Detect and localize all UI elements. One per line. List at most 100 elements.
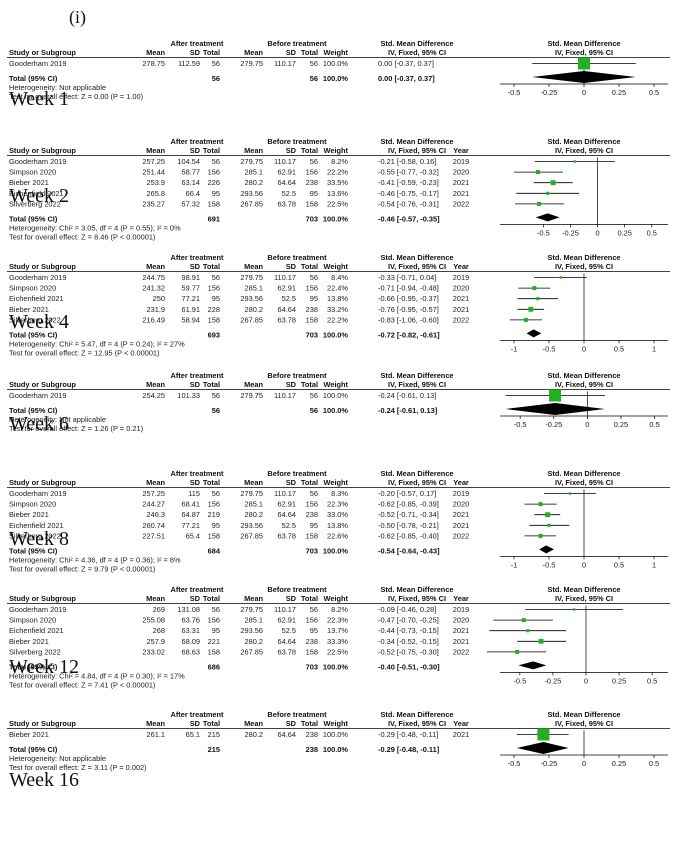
total-after: 156 [208,284,220,293]
mean-after: 257.25 [142,489,165,498]
sd-after: 63.31 [182,626,201,635]
total-before: 158 [306,647,318,656]
mean-before: 285.1 [245,168,264,177]
header-method-plot: IV, Fixed, 95% CI [555,478,613,487]
sd-after: 65.1 [186,730,200,739]
sd-before: 62.91 [278,616,297,625]
total-after: 158 [208,647,220,656]
x-tick-label: 0.25 [612,676,626,685]
sd-before: 110.17 [274,391,296,400]
x-tick-label: 1 [652,344,656,353]
panel-label: (i) [69,7,86,27]
header-total: Total [301,48,318,57]
x-tick-label: 0 [582,759,586,768]
sd-after: 58.77 [182,168,201,177]
study-square [535,170,540,175]
sd-before: 110.17 [274,489,296,498]
study-name: Silverberg 2022 [9,647,61,656]
header-sd: SD [190,48,201,57]
sd-before: 62.91 [278,284,297,293]
sd-after: 66.4 [186,189,200,198]
total-after: 56 [212,273,220,282]
x-tick-label: -0.25 [562,228,579,237]
forest-svg: After treatment Before treatment Std. Mean… [7,371,670,433]
x-tick-label: -0.25 [544,676,561,685]
header-year: Year [453,262,469,271]
total-weight: 100.0% [323,745,348,754]
study-year: 2019 [453,489,469,498]
header-sd: SD [286,262,297,271]
total-label: Total (95% CI) [9,406,58,415]
total-ci-text: 0.00 [-0.37, 0.37] [378,74,435,83]
x-tick-label: -0.25 [541,88,558,97]
total-before: 95 [310,294,318,303]
x-tick-label: 0.5 [614,560,624,569]
sd-before: 52.5 [282,189,296,198]
sd-before: 110.17 [274,273,296,282]
study-name: Gooderham 2019 [9,59,67,68]
heterogeneity: Heterogeneity: Chi² = 4.84, df = 4 (P = … [9,671,185,680]
header-mean: Mean [244,478,263,487]
heterogeneity: Heterogeneity: Chi² = 3.05, df = 4 (P = … [9,223,181,232]
header-total: Total [301,594,318,603]
total-label: Total (95% CI) [9,662,58,671]
study-name: Gooderham 2019 [9,391,67,400]
x-tick-label: -0.5 [537,228,550,237]
mean-before: 293.56 [240,521,263,530]
study-year: 2021 [453,626,469,635]
header-mean: Mean [244,262,263,271]
total-before: 238 [306,745,318,754]
sd-before: 52.5 [282,294,296,303]
ci-text: -0.46 [-0.75, -0.17] [378,189,439,198]
header-mean: Mean [244,719,263,728]
x-tick-label: 1 [652,560,656,569]
total-weight: 100.0% [323,330,348,339]
header-mean: Mean [244,48,263,57]
total-after: 215 [208,730,220,739]
heterogeneity: Heterogeneity: Chi² = 4.36, df = 4 (P = … [9,555,181,564]
x-tick-label: 0.25 [612,759,626,768]
total-after: 95 [212,189,220,198]
total-after: 56 [212,605,220,614]
total-weight: 100.0% [323,662,348,671]
x-tick-label: -0.5 [543,344,556,353]
study-square [538,638,544,644]
total-before: 703 [306,214,318,223]
mean-after: 231.9 [147,305,166,314]
heterogeneity: Heterogeneity: Not applicable [9,754,106,763]
study-square [549,389,562,402]
header-smd-plot: Std. Mean Difference [547,137,620,146]
header-mean: Mean [146,262,165,271]
study-year: 2020 [453,500,469,509]
header-smd-plot: Std. Mean Difference [547,710,620,719]
overall-effect: Test for overall effect: Z = 8.46 (P < 0… [9,232,155,241]
total-after: 226 [208,178,220,187]
overall-effect: Test for overall effect: Z = 9.79 (P < 0… [9,564,155,573]
study-name: Simpson 2020 [9,616,56,625]
header-study: Study or Subgroup [9,146,76,155]
total-label: Total (95% CI) [9,546,58,555]
mean-before: 267.85 [240,531,263,540]
forest-svg: After treatment Before treatment Std. Mean… [7,39,670,101]
weight: 33.0% [327,510,348,519]
weight: 13.8% [327,521,348,530]
total-ci-text: -0.40 [-0.51, -0.30] [378,662,440,671]
week-label: Week 12 [9,656,80,678]
study-year: 2022 [453,199,469,208]
header-smd: Std. Mean Difference [380,253,453,262]
sd-before: 110.17 [274,59,296,68]
study-square [532,286,537,291]
mean-after: 257.25 [142,157,165,166]
x-tick-label: -0.25 [541,759,558,768]
weight: 13.7% [327,626,348,635]
header-method-plot: IV, Fixed, 95% CI [555,719,613,728]
sd-after: 77.21 [182,294,201,303]
header-method: IV, Fixed, 95% CI [388,380,446,389]
header-before: Before treatment [267,469,327,478]
study-name: Eichenfield 2021 [9,294,64,303]
header-after: After treatment [171,137,225,146]
header-sd: SD [190,719,201,728]
header-after: After treatment [171,371,225,380]
study-year: 2020 [453,284,469,293]
total-diamond [526,329,542,338]
